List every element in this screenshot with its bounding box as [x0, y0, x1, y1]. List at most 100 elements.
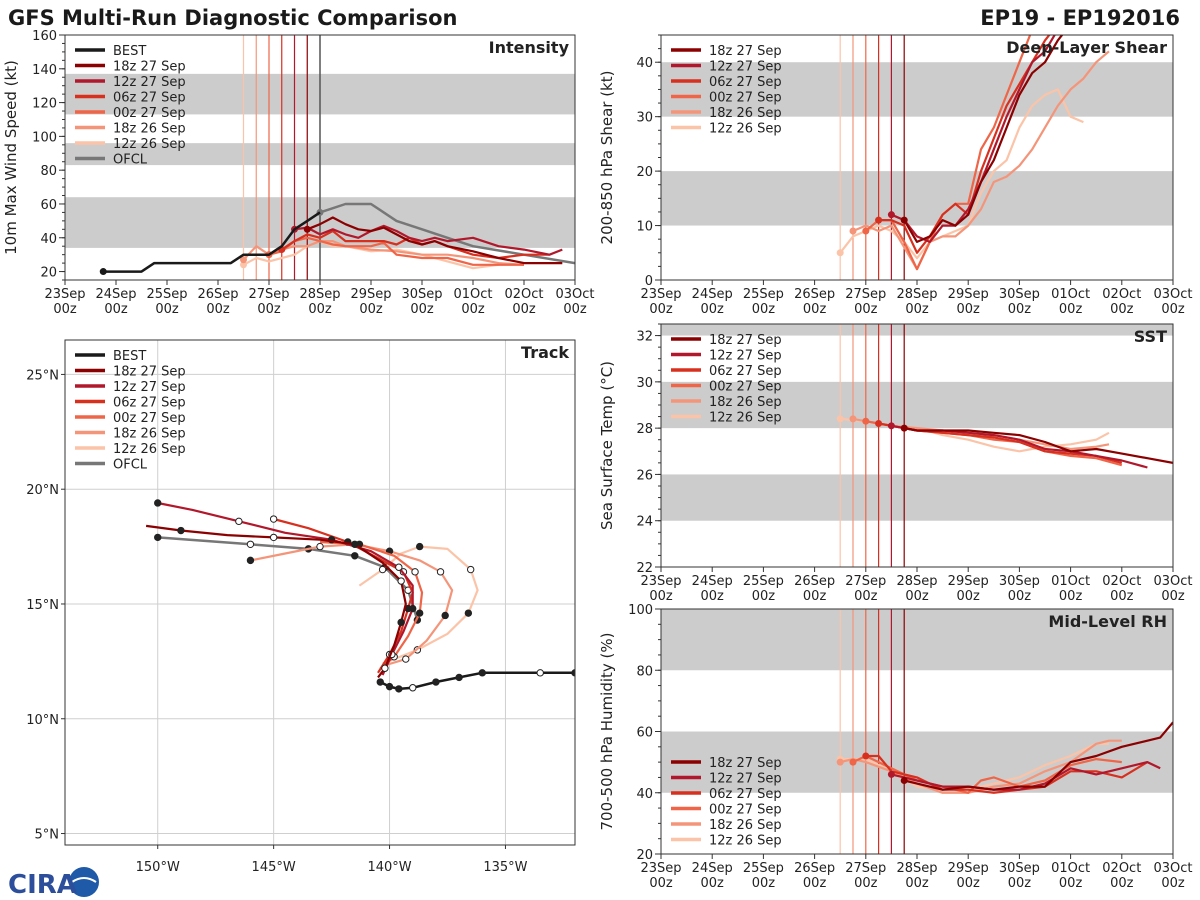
- rh-init-marker: [836, 758, 844, 766]
- intensity-xtick-label: 03Oct: [555, 287, 594, 302]
- cira-logo: CIRA: [8, 867, 99, 900]
- sst-xtick-sublabel: 00z: [957, 589, 981, 604]
- shear-band: [661, 62, 1173, 117]
- sst-xtick-label: 24Sep: [692, 574, 733, 589]
- rh-xtick-sublabel: 00z: [905, 876, 929, 891]
- rh-legend-label: 18z 26 Sep: [709, 818, 782, 833]
- track-position-marker: [177, 526, 185, 535]
- track-position-marker: [316, 542, 324, 551]
- sst-ytick-label: 28: [636, 422, 653, 437]
- rh-xtick-sublabel: 00z: [1059, 876, 1083, 891]
- rh-xtick-sublabel: 00z: [1008, 876, 1032, 891]
- sst-band: [661, 381, 1173, 429]
- rh-legend-label: 06z 27 Sep: [709, 787, 782, 802]
- intensity-legend-label: 06z 27 Sep: [113, 91, 186, 106]
- sst-xtick-label: 30Sep: [999, 574, 1040, 589]
- rh-init-marker: [862, 752, 870, 760]
- sst-xtick-label: 28Sep: [896, 574, 937, 589]
- rh-xtick-label: 02Oct: [1102, 861, 1141, 876]
- sst-xtick-sublabel: 00z: [803, 589, 827, 604]
- page-title: GFS Multi-Run Diagnostic Comparison: [8, 6, 458, 30]
- rh-xtick-sublabel: 00z: [803, 876, 827, 891]
- track-position-marker: [351, 540, 359, 548]
- rh-xtick-label: 24Sep: [692, 861, 733, 876]
- intensity-xtick-sublabel: 00z: [104, 302, 128, 317]
- intensity-series-line: [294, 224, 563, 256]
- track-position-marker: [385, 682, 394, 691]
- track-frame: [64, 339, 576, 846]
- track-position-marker: [269, 533, 278, 542]
- sst-xtick-label: 27Sep: [845, 574, 886, 589]
- intensity-ytick-label: 140: [32, 63, 57, 78]
- sst-title: SST: [1134, 327, 1167, 346]
- track-legend-label: 18z 26 Sep: [113, 427, 186, 442]
- rh-xtick-label: 23Sep: [640, 861, 681, 876]
- rh-xtick-label: 01Oct: [1051, 861, 1090, 876]
- sst-xtick-label: 25Sep: [743, 574, 784, 589]
- track-position-marker: [415, 542, 424, 551]
- shear-xtick-label: 28Sep: [896, 287, 937, 302]
- rh-xtick-sublabel: 00z: [701, 876, 725, 891]
- track-lon-tick-label: 150°W: [136, 860, 180, 875]
- shear-legend-label: 00z 27 Sep: [709, 91, 782, 106]
- track-position-marker: [351, 552, 359, 560]
- rh-series-line: [891, 761, 1161, 791]
- track-position-marker: [246, 556, 255, 565]
- rh-xtick-label: 30Sep: [999, 861, 1040, 876]
- shear-xtick-label: 24Sep: [692, 287, 733, 302]
- intensity-ytick-label: 100: [32, 130, 57, 145]
- intensity-xtick-label: 01Oct: [453, 287, 492, 302]
- rh-ytick-label: 80: [636, 664, 653, 679]
- track-position-marker: [378, 565, 387, 574]
- shear-xtick-sublabel: 00z: [957, 302, 981, 317]
- track-lat-tick-label: 5°N: [35, 828, 60, 843]
- intensity-legend-label: 18z 26 Sep: [113, 122, 186, 137]
- sst-init-marker: [887, 422, 895, 430]
- rh-init-marker: [900, 777, 908, 784]
- track-lon-tick-label: 140°W: [367, 860, 411, 875]
- sst-xtick-sublabel: 00z: [701, 589, 725, 604]
- track-series-line: [145, 524, 407, 679]
- rh-init-marker: [849, 758, 857, 766]
- shear-legend-label: 12z 26 Sep: [709, 122, 782, 137]
- intensity-series-line: [319, 202, 575, 265]
- track-lat-tick-label: 15°N: [26, 598, 59, 613]
- sst-series-line: [903, 427, 1173, 464]
- shear-band: [661, 171, 1173, 226]
- track-panel: 5°N 10°N 15°N 20°N 25°N 150°W 145°W 140°W 135°W T…: [26, 339, 576, 875]
- rh-ytick-label: 60: [636, 726, 653, 741]
- logo-text: CIRA: [8, 870, 77, 900]
- track-position-marker: [441, 611, 449, 620]
- intensity-xtick-label: 23Sep: [44, 287, 85, 302]
- sst-plot-area: [661, 324, 1173, 567]
- intensity-xtick-sublabel: 00z: [308, 302, 332, 317]
- rh-legend-label: 12z 26 Sep: [709, 834, 782, 849]
- intensity-xtick-label: 25Sep: [146, 287, 187, 302]
- sst-init-marker: [862, 417, 870, 425]
- shear-xtick-sublabel: 00z: [803, 302, 827, 317]
- rh-ylabel: 700-500 hPa Humidity (%): [598, 632, 616, 830]
- sst-ytick-label: 24: [636, 515, 653, 530]
- sst-legend-label: 00z 27 Sep: [709, 380, 782, 395]
- shear-ytick-label: 20: [636, 165, 653, 180]
- rh-xtick-sublabel: 00z: [957, 876, 981, 891]
- shear-ytick-label: 30: [636, 111, 653, 126]
- intensity-xtick-label: 27Sep: [248, 287, 289, 302]
- shear-legend-label: 06z 27 Sep: [709, 75, 782, 90]
- rh-ytick-label: 20: [636, 848, 653, 863]
- intensity-series-line: [103, 211, 321, 273]
- intensity-xtick-sublabel: 00z: [53, 302, 77, 317]
- rh-xtick-label: 27Sep: [845, 861, 886, 876]
- track-position-marker: [269, 515, 278, 523]
- track-position-marker: [415, 609, 424, 617]
- intensity-xtick-sublabel: 00z: [512, 302, 536, 317]
- sst-xtick-label: 03Oct: [1153, 574, 1192, 589]
- intensity-ytick-label: 60: [40, 198, 57, 213]
- rh-xtick-label: 29Sep: [948, 861, 989, 876]
- intensity-title: Intensity: [489, 38, 570, 57]
- logo-globe: [69, 867, 99, 897]
- track-position-marker: [154, 533, 162, 542]
